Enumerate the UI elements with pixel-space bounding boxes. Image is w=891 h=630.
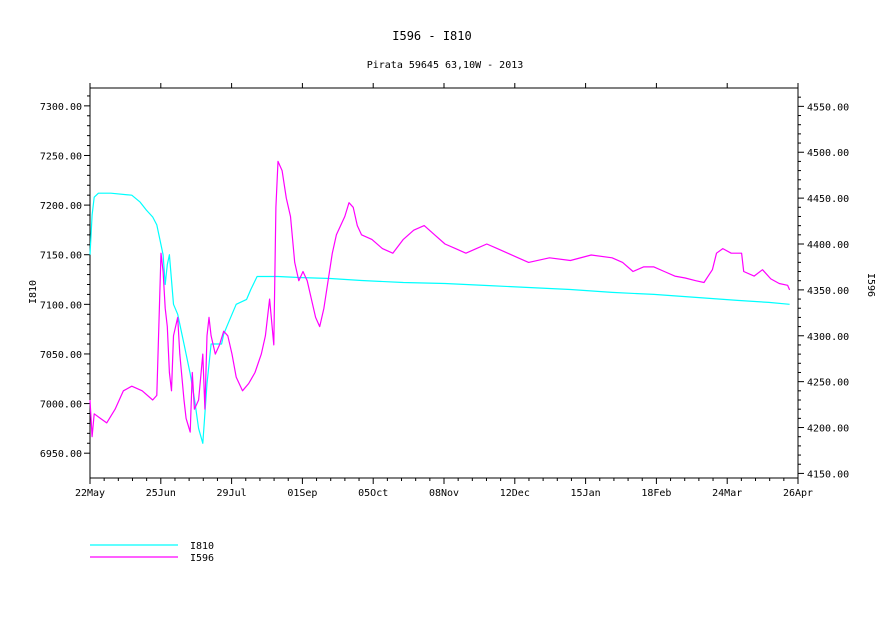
x-tick-label: 26Apr: [783, 488, 813, 499]
y-left-tick-label: 6950.00: [40, 449, 82, 460]
y-right-tick-label: 4500.00: [807, 148, 849, 159]
y-right-tick-label: 4150.00: [807, 469, 849, 480]
y-right-tick-label: 4200.00: [807, 424, 849, 435]
y-right-tick-label: 4450.00: [807, 194, 849, 205]
y-right-tick-label: 4350.00: [807, 286, 849, 297]
x-tick-label: 18Feb: [641, 488, 671, 499]
series-line-i596: [89, 160, 791, 438]
series-line-i810: [89, 192, 790, 444]
chart-subtitle: Pirata 59645 63,10W - 2013: [367, 60, 524, 71]
x-tick-label: 12Dec: [500, 488, 530, 499]
x-tick-label: 15Jan: [571, 488, 601, 499]
y-left-tick-label: 7200.00: [40, 201, 82, 212]
x-tick-label: 25Jun: [146, 488, 176, 499]
legend-label-i810: I810: [190, 541, 214, 552]
x-tick-label: 01Sep: [287, 488, 317, 499]
y-left-tick-label: 7150.00: [40, 251, 82, 262]
y-right-tick-label: 4550.00: [807, 102, 849, 113]
y-axis-right-label: I596: [865, 273, 876, 297]
x-tick-label: 08Nov: [429, 488, 459, 499]
chart-title: I596 - I810: [392, 29, 471, 43]
y-left-tick-label: 7250.00: [40, 151, 82, 162]
y-right-tick-label: 4300.00: [807, 332, 849, 343]
y-right-tick-label: 4400.00: [807, 240, 849, 251]
legend-label-i596: I596: [190, 553, 214, 564]
y-axis-left-label: I810: [28, 280, 39, 304]
x-tick-label: 22May: [75, 488, 105, 499]
x-tick-label: 29Jul: [217, 488, 247, 499]
y-left-tick-label: 7300.00: [40, 102, 82, 113]
y-right-tick-label: 4250.00: [807, 378, 849, 389]
y-left-tick-label: 7000.00: [40, 400, 82, 411]
y-left-tick-label: 7100.00: [40, 300, 82, 311]
y-left-tick-label: 7050.00: [40, 350, 82, 361]
x-tick-label: 05Oct: [358, 488, 388, 499]
x-tick-label: 24Mar: [712, 488, 742, 499]
